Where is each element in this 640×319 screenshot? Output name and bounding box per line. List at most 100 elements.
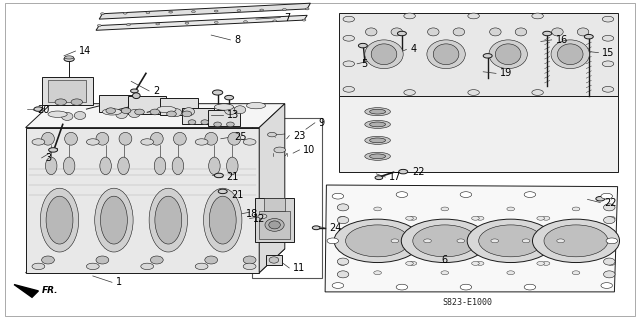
Ellipse shape: [515, 28, 527, 36]
Polygon shape: [339, 96, 618, 172]
Text: 2: 2: [153, 86, 159, 96]
Circle shape: [185, 22, 189, 24]
Ellipse shape: [100, 157, 111, 175]
Ellipse shape: [65, 132, 77, 145]
Ellipse shape: [204, 188, 242, 252]
Ellipse shape: [182, 111, 192, 117]
Bar: [252, 118, 322, 278]
Ellipse shape: [265, 219, 284, 231]
Circle shape: [332, 193, 344, 199]
Ellipse shape: [155, 196, 182, 244]
Circle shape: [507, 207, 515, 211]
Circle shape: [596, 197, 605, 201]
Circle shape: [404, 13, 415, 19]
Circle shape: [358, 43, 367, 48]
Circle shape: [237, 10, 241, 11]
Circle shape: [312, 226, 320, 230]
Circle shape: [169, 11, 173, 13]
Text: 7: 7: [284, 12, 291, 23]
Circle shape: [537, 262, 545, 265]
Polygon shape: [325, 185, 618, 292]
Ellipse shape: [551, 40, 589, 69]
Circle shape: [86, 139, 99, 145]
Circle shape: [141, 139, 154, 145]
Circle shape: [243, 139, 256, 145]
Ellipse shape: [365, 40, 403, 69]
Ellipse shape: [188, 120, 196, 125]
Polygon shape: [26, 104, 285, 128]
Ellipse shape: [209, 196, 236, 244]
Circle shape: [124, 12, 127, 14]
Circle shape: [607, 262, 615, 265]
Text: 17: 17: [389, 172, 401, 182]
Ellipse shape: [427, 40, 465, 69]
Text: 1: 1: [116, 277, 122, 287]
Text: S823-E1000: S823-E1000: [442, 298, 492, 307]
Circle shape: [472, 262, 479, 265]
Text: 16: 16: [556, 35, 568, 45]
Circle shape: [273, 20, 276, 22]
Ellipse shape: [225, 107, 236, 115]
Circle shape: [401, 219, 488, 263]
Polygon shape: [99, 95, 138, 112]
Ellipse shape: [365, 28, 377, 36]
Circle shape: [156, 23, 159, 25]
Circle shape: [457, 239, 465, 243]
Ellipse shape: [552, 28, 563, 36]
Circle shape: [141, 263, 154, 270]
Circle shape: [195, 263, 208, 270]
Ellipse shape: [365, 108, 390, 116]
Ellipse shape: [209, 157, 220, 175]
Ellipse shape: [55, 99, 67, 105]
Ellipse shape: [337, 258, 349, 265]
Ellipse shape: [74, 112, 86, 120]
Circle shape: [375, 176, 383, 180]
Text: FR.: FR.: [42, 286, 58, 295]
Ellipse shape: [172, 157, 184, 175]
Circle shape: [572, 271, 580, 275]
Text: 15: 15: [602, 48, 614, 58]
Polygon shape: [264, 198, 285, 211]
Polygon shape: [128, 96, 166, 114]
Circle shape: [602, 16, 614, 22]
Circle shape: [537, 216, 545, 220]
Circle shape: [468, 90, 479, 95]
Ellipse shape: [370, 138, 385, 143]
Ellipse shape: [46, 196, 73, 244]
Circle shape: [602, 86, 614, 92]
Ellipse shape: [201, 120, 209, 125]
Text: 10: 10: [303, 145, 316, 155]
Circle shape: [396, 192, 408, 197]
Polygon shape: [26, 128, 259, 273]
Circle shape: [268, 132, 276, 137]
Circle shape: [460, 284, 472, 290]
Circle shape: [524, 284, 536, 290]
Circle shape: [542, 216, 550, 220]
Ellipse shape: [365, 137, 390, 144]
Text: 18: 18: [246, 209, 258, 219]
Ellipse shape: [234, 106, 246, 114]
Ellipse shape: [149, 188, 188, 252]
Circle shape: [302, 19, 306, 21]
Ellipse shape: [365, 152, 390, 160]
Ellipse shape: [205, 132, 218, 145]
Circle shape: [441, 207, 449, 211]
Circle shape: [441, 271, 449, 275]
Circle shape: [413, 225, 477, 257]
Text: 24: 24: [329, 223, 341, 233]
Text: 14: 14: [79, 46, 92, 56]
Polygon shape: [266, 255, 282, 265]
Ellipse shape: [370, 122, 385, 127]
Ellipse shape: [205, 256, 218, 264]
Circle shape: [334, 219, 421, 263]
Circle shape: [602, 61, 614, 67]
Ellipse shape: [183, 108, 195, 116]
Text: 5: 5: [361, 59, 367, 69]
Ellipse shape: [243, 256, 256, 264]
Circle shape: [409, 216, 417, 220]
Circle shape: [476, 216, 484, 220]
Polygon shape: [42, 77, 93, 105]
Text: 3: 3: [45, 153, 52, 163]
Circle shape: [339, 216, 346, 220]
Ellipse shape: [150, 132, 163, 145]
